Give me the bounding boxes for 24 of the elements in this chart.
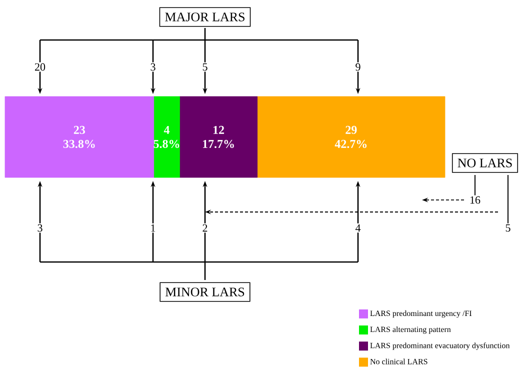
text: 1 — [151, 224, 156, 232]
text: 9 — [356, 63, 360, 71]
data-label: 23 33.8% — [63, 126, 95, 148]
text: 20 — [34, 63, 46, 71]
text: MINOR LARS — [165, 288, 244, 296]
bar — [180, 96, 258, 178]
text: 5 — [202, 63, 208, 71]
text: 5 — [506, 224, 510, 232]
text: 2 — [202, 224, 208, 232]
text: 3 — [38, 224, 42, 232]
legend-label: LARS predominant evacuatory dysfunction — [370, 342, 510, 350]
bar — [4, 96, 154, 178]
data-label: 12 17.7% — [202, 126, 234, 148]
legend-label: No clinical LARS — [370, 358, 428, 364]
bar — [257, 96, 446, 178]
data-label: 29 42.7% — [334, 126, 367, 148]
bar — [154, 96, 180, 178]
text: 4 — [355, 224, 361, 232]
text: 3 — [150, 63, 156, 71]
legend-label: LARS alternating pattern — [370, 326, 451, 334]
legend-label: LARS predominant urgency /FI — [370, 310, 472, 318]
text: NO LARS — [458, 158, 512, 168]
text: MAJOR LARS — [165, 12, 244, 22]
text: 16 — [470, 196, 480, 204]
